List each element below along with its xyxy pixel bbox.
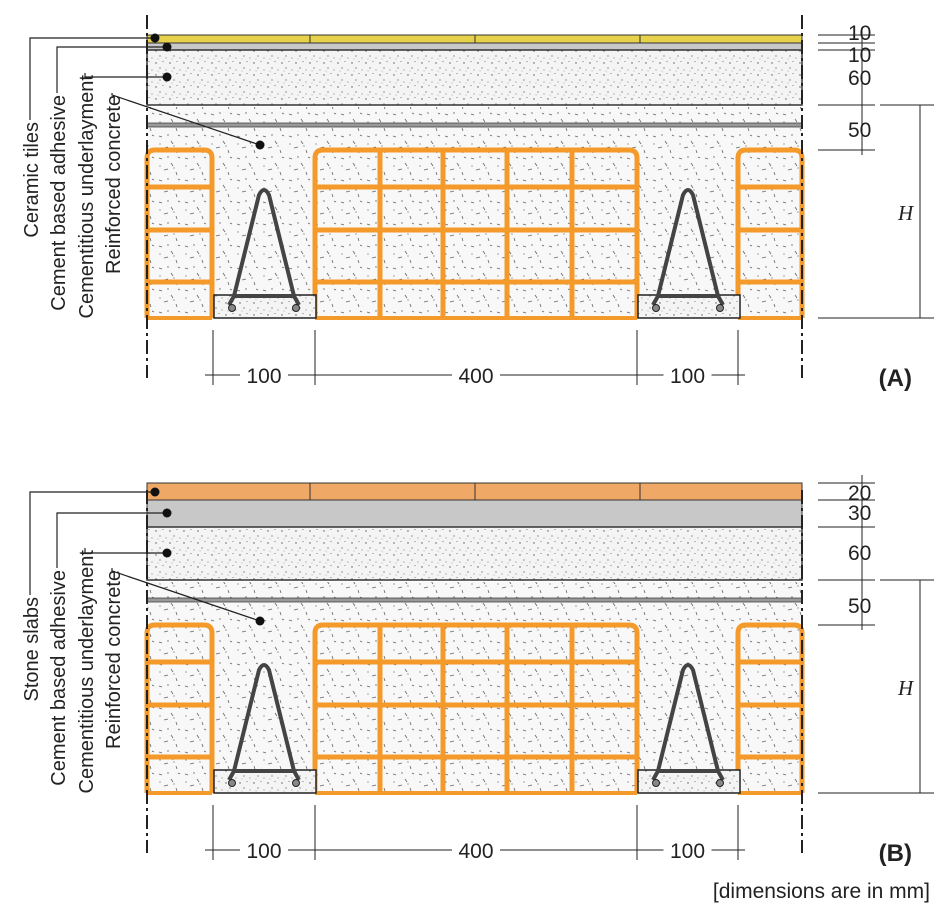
- thickness-label: 30: [848, 502, 871, 525]
- leader-dot: [150, 33, 160, 43]
- span-label: 100: [670, 365, 705, 388]
- leader-dot: [255, 140, 265, 150]
- layer-label: Stone slabs: [21, 597, 43, 702]
- thickness-label: 10: [848, 44, 871, 67]
- rebar: [652, 779, 660, 787]
- leader-line: [56, 512, 167, 568]
- rebar: [292, 304, 300, 312]
- hollow-block: [735, 147, 805, 318]
- dim-gap: [452, 837, 500, 861]
- leader-dot: [162, 42, 172, 52]
- leader-line: [56, 46, 167, 93]
- height-label: H: [897, 676, 915, 700]
- thickness-label: 50: [848, 595, 871, 618]
- rebar: [292, 779, 300, 787]
- truss: [651, 188, 725, 306]
- leader-line: [29, 491, 155, 595]
- span-label: 400: [458, 840, 493, 863]
- leader-dot: [162, 508, 172, 518]
- panel-label: (A): [879, 365, 912, 392]
- concrete: [147, 582, 802, 793]
- hollow-block: [144, 147, 215, 318]
- layer-label: Cement based adhesive: [48, 95, 70, 311]
- leader-line: [84, 73, 167, 78]
- layer-label: Ceramic tiles: [21, 122, 43, 238]
- panel-label: (B): [879, 840, 912, 867]
- truss: [227, 663, 301, 781]
- rebar: [228, 779, 236, 787]
- span-label: 100: [246, 365, 281, 388]
- leader-line: [111, 568, 261, 622]
- hollow-block: [735, 622, 805, 793]
- mesh: [146, 597, 803, 603]
- dim-gap: [452, 362, 500, 386]
- dim-gap: [240, 362, 288, 386]
- leader-dot: [150, 487, 160, 497]
- adhesive-layer: [146, 499, 803, 528]
- layer-label: Reinforced concrete: [103, 570, 125, 749]
- thickness-label: 60: [848, 542, 871, 565]
- leader-dot: [162, 548, 172, 558]
- rebar: [652, 304, 660, 312]
- footnote: [dimensions are in mm]: [713, 880, 930, 903]
- hollow-block: [312, 622, 640, 793]
- layer-label: Reinforced concrete: [103, 95, 125, 274]
- truss: [227, 188, 301, 306]
- thickness-label: 50: [848, 119, 871, 142]
- leader-dot: [162, 72, 172, 82]
- thickness-label: 20: [848, 482, 871, 505]
- rebar: [716, 779, 724, 787]
- dim-gap: [663, 837, 712, 861]
- thickness-label: 60: [848, 67, 871, 90]
- truss: [651, 663, 725, 781]
- rebar: [716, 304, 724, 312]
- leader-line: [29, 37, 155, 120]
- thickness-label: 10: [848, 22, 871, 45]
- rebar: [228, 304, 236, 312]
- hollow-block: [312, 147, 640, 318]
- dim-gap: [240, 837, 288, 861]
- underlayment-layer: [146, 49, 803, 106]
- span-label: 100: [246, 840, 281, 863]
- mesh: [146, 122, 803, 128]
- leader-line: [84, 548, 167, 554]
- leader-line: [111, 93, 261, 146]
- layer-label: Cement based adhesive: [48, 570, 70, 786]
- height-label: H: [897, 201, 915, 225]
- dim-gap: [663, 362, 712, 386]
- underlayment-layer: [146, 526, 803, 581]
- concrete: [147, 107, 802, 318]
- leader-dot: [255, 616, 265, 626]
- span-label: 100: [670, 840, 705, 863]
- layer-label: Cementitious underlayment: [76, 550, 98, 794]
- span-label: 400: [458, 365, 493, 388]
- hollow-block: [144, 622, 215, 793]
- adhesive-layer: [146, 42, 803, 51]
- layer-label: Cementitious underlayment: [76, 75, 98, 319]
